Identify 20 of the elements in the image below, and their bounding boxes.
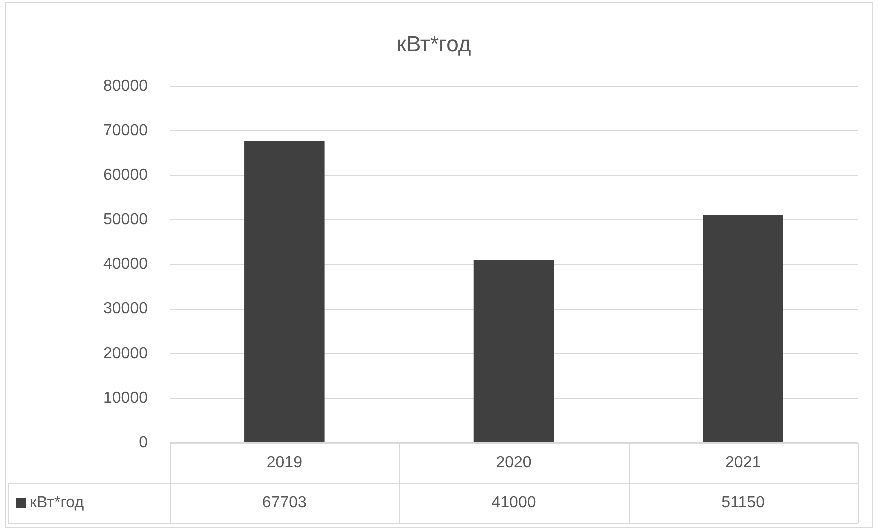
- bar: [244, 141, 325, 442]
- y-tick-label: 70000: [104, 122, 148, 140]
- y-tick-label: 60000: [104, 166, 148, 184]
- chart-title: кВт*год: [396, 31, 472, 56]
- bar: [474, 260, 554, 442]
- y-tick-label: 40000: [104, 256, 148, 274]
- y-tick-label: 10000: [104, 390, 148, 407]
- data-label: 67703: [262, 494, 308, 512]
- x-tick-label: 2020: [496, 454, 532, 472]
- data-label: 51150: [722, 494, 766, 512]
- y-tick-label: 0: [139, 434, 148, 452]
- y-tick-label: 30000: [104, 300, 148, 318]
- x-tick-label: 2019: [266, 454, 303, 472]
- y-tick-label: 80000: [104, 78, 148, 95]
- y-tick-label: 50000: [104, 212, 148, 229]
- data-label: 41000: [492, 494, 536, 512]
- x-tick-label: 2021: [726, 454, 762, 472]
- legend-label: кВт*год: [30, 494, 85, 512]
- bar: [703, 215, 784, 442]
- y-tick-label: 20000: [104, 345, 148, 362]
